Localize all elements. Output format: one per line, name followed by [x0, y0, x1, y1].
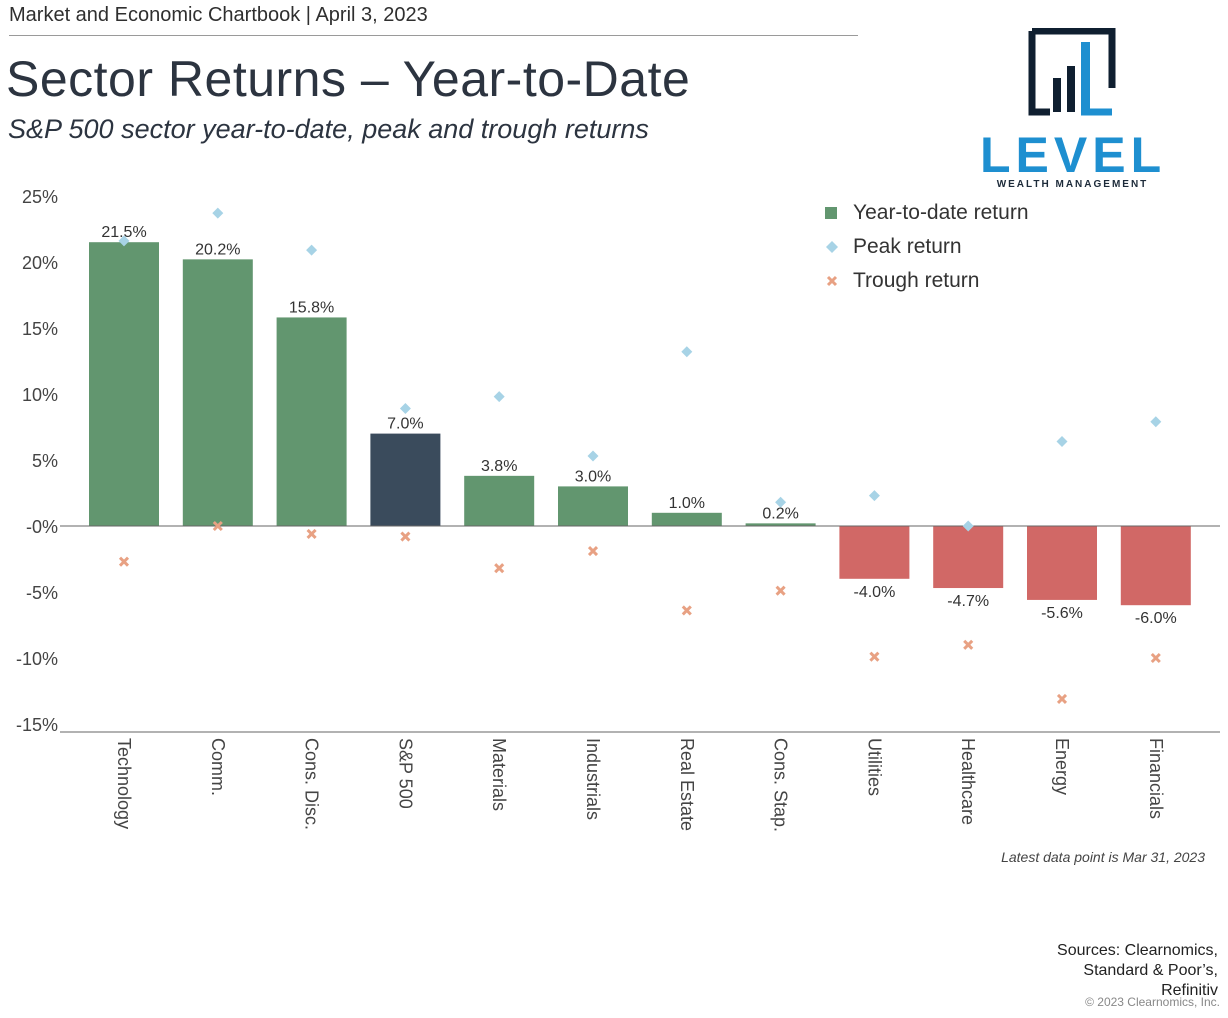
- bar: [745, 523, 816, 526]
- category-label: S&P 500: [395, 738, 415, 809]
- chartbook-header: Market and Economic Chartbook | April 3,…: [9, 4, 428, 26]
- chart-legend: Year-to-date return Peak return Trough r…: [825, 196, 1029, 298]
- level-logo-mark-icon: [1028, 27, 1116, 116]
- legend-diamond-icon: [825, 240, 849, 254]
- bar: [1120, 526, 1191, 606]
- legend-label-trough: Trough return: [853, 269, 980, 292]
- data-label: 20.2%: [195, 241, 240, 258]
- data-label: 3.0%: [575, 468, 611, 485]
- data-note: Latest data point is Mar 31, 2023: [1001, 849, 1205, 865]
- page-subtitle: S&P 500 sector year-to-date, peak and tr…: [8, 114, 649, 144]
- peak-marker: [587, 450, 599, 462]
- data-label: 1.0%: [669, 495, 705, 512]
- legend-label-peak: Peak return: [853, 235, 962, 258]
- logo-wordmark: LEVEL: [980, 127, 1167, 183]
- bar: [1027, 526, 1097, 600]
- bar: [89, 242, 159, 526]
- level-logo: LEVEL WEALTH MANAGEMENT: [980, 27, 1167, 193]
- data-label: 0.2%: [762, 505, 798, 522]
- y-tick-label: -15%: [16, 715, 58, 735]
- data-label: -4.0%: [854, 584, 896, 601]
- category-label: Cons. Disc.: [302, 738, 322, 830]
- category-label: Utilities: [864, 738, 884, 796]
- trough-marker: [587, 546, 599, 557]
- trough-marker: [400, 531, 411, 542]
- y-tick-label: 10%: [22, 385, 58, 405]
- trough-marker: [1150, 652, 1161, 664]
- y-tick-label: -10%: [16, 649, 58, 669]
- bar: [839, 526, 910, 579]
- sources-line: Sources: Clearnomics,: [1057, 942, 1218, 959]
- category-label: Comm.: [208, 738, 228, 796]
- sources-line: Refinitiv: [1161, 982, 1218, 999]
- trough-marker: [494, 563, 505, 574]
- category-label: Cons. Stap.: [771, 738, 791, 832]
- header-divider: [9, 35, 858, 36]
- peak-marker: [681, 346, 693, 358]
- bar: [182, 259, 253, 526]
- trough-marker: [681, 605, 692, 616]
- page-title: Sector Returns – Year-to-Date: [6, 51, 691, 107]
- sector-returns-chart: 25% 20% 15% 10% 5% -0% -5% -10% -15% 21.5% 20.2% 15…: [16, 187, 1220, 832]
- legend-item-trough: Trough return: [825, 264, 1029, 298]
- bar: [933, 526, 1004, 589]
- peak-marker: [493, 391, 505, 403]
- trough-marker: [963, 639, 974, 650]
- category-label: Technology: [114, 738, 134, 829]
- category-label: Healthcare: [958, 738, 978, 825]
- logo-tagline: WEALTH MANAGEMENT: [996, 179, 1149, 190]
- peak-marker: [868, 490, 880, 502]
- data-label: 21.5%: [101, 224, 146, 241]
- bar: [276, 317, 347, 526]
- legend-x-icon: [825, 274, 849, 288]
- trough-marker: [775, 585, 786, 596]
- data-label: 3.8%: [481, 458, 517, 475]
- sources: Sources: Clearnomics, Standard & Poor’s,…: [1057, 941, 1218, 1001]
- y-tick-label: 25%: [22, 187, 58, 207]
- data-label: -5.6%: [1041, 605, 1083, 622]
- y-tick-label: -0%: [26, 517, 58, 537]
- bar: [464, 475, 535, 526]
- trough-marker: [118, 556, 130, 567]
- peak-marker: [1056, 436, 1068, 448]
- peak-marker: [399, 403, 411, 415]
- legend-label-ytd: Year-to-date return: [853, 201, 1029, 224]
- data-label: -6.0%: [1135, 610, 1177, 627]
- category-label: Financials: [1146, 738, 1166, 819]
- category-label: Real Estate: [677, 738, 697, 831]
- trough-marker: [869, 651, 880, 662]
- y-tick-label: -5%: [26, 583, 58, 603]
- peak-marker: [212, 207, 224, 219]
- legend-item-ytd: Year-to-date return: [825, 196, 1029, 230]
- data-label: 15.8%: [289, 299, 334, 316]
- category-label: Industrials: [583, 738, 603, 820]
- category-label: Materials: [489, 738, 509, 811]
- y-tick-label: 15%: [22, 319, 58, 339]
- bar: [370, 433, 441, 526]
- peak-marker: [962, 520, 974, 532]
- peak-marker: [118, 235, 130, 247]
- y-tick-label: 20%: [22, 253, 58, 273]
- data-label: 7.0%: [387, 416, 423, 433]
- peak-marker: [1150, 416, 1162, 428]
- legend-square-icon: [825, 207, 849, 219]
- copyright: © 2023 Clearnomics, Inc.: [1085, 995, 1220, 1009]
- legend-item-peak: Peak return: [825, 230, 1029, 264]
- bar: [651, 512, 722, 526]
- data-label: -4.7%: [947, 593, 989, 610]
- category-label: Energy: [1052, 738, 1072, 795]
- bar: [558, 486, 628, 526]
- peak-marker: [775, 496, 787, 508]
- trough-marker: [1056, 693, 1068, 704]
- trough-marker: [212, 520, 223, 532]
- sources-line: Standard & Poor’s,: [1083, 962, 1218, 979]
- peak-marker: [306, 244, 318, 256]
- y-tick-label: 5%: [32, 451, 58, 471]
- trough-marker: [306, 528, 317, 539]
